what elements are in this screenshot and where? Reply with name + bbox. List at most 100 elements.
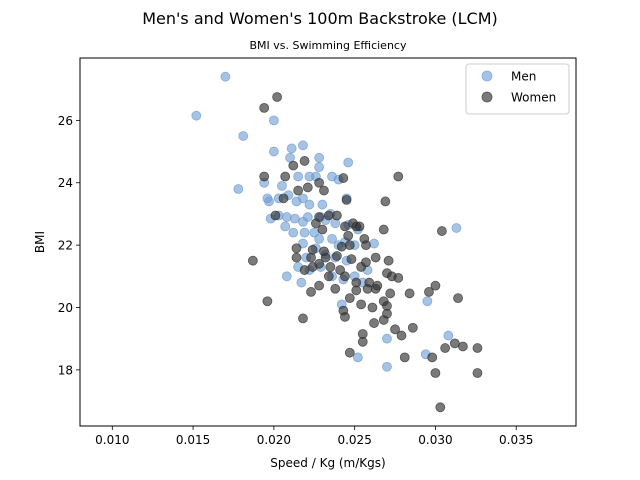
data-point-women [382, 308, 392, 319]
data-point-men [422, 296, 433, 307]
data-point-women [404, 288, 415, 299]
data-point-women [331, 251, 342, 261]
data-point-women [259, 103, 270, 113]
data-point-women [341, 194, 352, 205]
data-point-men [299, 227, 310, 238]
data-point-women [424, 286, 434, 297]
data-point-women [259, 171, 270, 182]
data-point-women [262, 296, 273, 307]
y-tick-label: 20 [58, 301, 73, 315]
data-point-women [310, 218, 321, 229]
data-point-women [344, 347, 355, 358]
data-point-women [380, 196, 391, 207]
legend-marker-women [481, 91, 493, 103]
data-point-women [344, 240, 355, 251]
data-point-men [280, 221, 291, 232]
data-point-women [393, 272, 404, 283]
data-point-men [281, 212, 292, 222]
data-point-women [361, 257, 371, 268]
data-point-women [302, 182, 313, 193]
data-point-women [346, 254, 357, 265]
data-point-women [323, 210, 334, 221]
data-point-women [336, 241, 347, 252]
legend: Men Women [465, 63, 570, 115]
data-point-women [331, 210, 342, 221]
data-point-women [299, 156, 310, 166]
data-point-women [383, 255, 394, 266]
y-tick-label: 26 [58, 114, 73, 128]
data-point-women [361, 240, 371, 251]
data-point-women [370, 252, 381, 263]
data-point-women [396, 330, 407, 341]
data-point-women [247, 255, 258, 266]
y-tick-label: 24 [58, 176, 73, 190]
data-point-men [286, 143, 297, 154]
data-point-men [343, 157, 354, 168]
data-point-men [264, 196, 274, 207]
data-point-women [323, 271, 334, 282]
data-point-men [233, 184, 244, 194]
data-point-women [270, 210, 281, 221]
data-point-women [354, 221, 365, 232]
data-point-women [306, 286, 316, 297]
data-point-men [281, 271, 292, 282]
data-point-men [277, 180, 287, 191]
legend-label-men: Men [511, 70, 536, 84]
data-point-women [435, 402, 446, 413]
x-tick-label: 0.010 [95, 433, 129, 447]
data-point-men [382, 361, 392, 372]
data-point-women [340, 271, 350, 282]
data-point-men [314, 152, 325, 163]
y-tick-label: 22 [58, 239, 73, 253]
data-point-women [430, 280, 441, 291]
y-axis-label: BMI [33, 231, 47, 253]
y-tick-label: 18 [58, 363, 73, 377]
data-point-women [278, 193, 289, 204]
data-point-men [296, 277, 307, 288]
data-point-women [317, 224, 328, 235]
y-axis: 18 20 22 24 26 [58, 114, 80, 377]
data-point-women [314, 177, 325, 188]
data-point-men [304, 199, 315, 210]
data-point-women [430, 368, 441, 378]
data-point-men [382, 333, 392, 344]
data-point-women [338, 173, 349, 183]
x-tick-label: 0.015 [176, 433, 210, 447]
data-point-women [407, 322, 418, 333]
data-point-women [440, 343, 451, 353]
data-point-women [272, 92, 283, 102]
data-point-women [325, 262, 336, 272]
data-point-men [268, 115, 279, 126]
data-point-women [458, 341, 468, 352]
data-point-women [320, 252, 331, 263]
data-point-men [191, 110, 202, 121]
data-point-women [306, 252, 316, 263]
data-point-women [291, 243, 302, 254]
data-point-women [299, 265, 310, 275]
data-point-women [319, 185, 329, 196]
data-point-men [298, 140, 308, 151]
data-point-women [385, 288, 396, 299]
data-point-women [280, 171, 291, 182]
chart-subtitle: BMI vs. Swimming Efficiency [250, 39, 407, 52]
data-point-women [357, 336, 368, 347]
data-point-women [399, 352, 410, 363]
data-point-women [314, 280, 325, 291]
x-tick-label: 0.030 [418, 433, 452, 447]
data-point-women [351, 285, 362, 296]
data-point-women [340, 311, 350, 322]
data-point-women [449, 338, 460, 349]
data-point-men [443, 330, 454, 341]
data-point-men [220, 71, 231, 82]
data-point-women [436, 226, 447, 236]
data-point-women [330, 283, 341, 294]
data-point-women [362, 283, 373, 294]
data-point-women [298, 313, 308, 324]
data-point-men [293, 171, 304, 182]
data-point-women [288, 160, 299, 171]
data-point-men [327, 233, 337, 244]
x-tick-label: 0.035 [499, 433, 533, 447]
data-point-women [453, 293, 463, 304]
data-point-women [291, 252, 302, 263]
